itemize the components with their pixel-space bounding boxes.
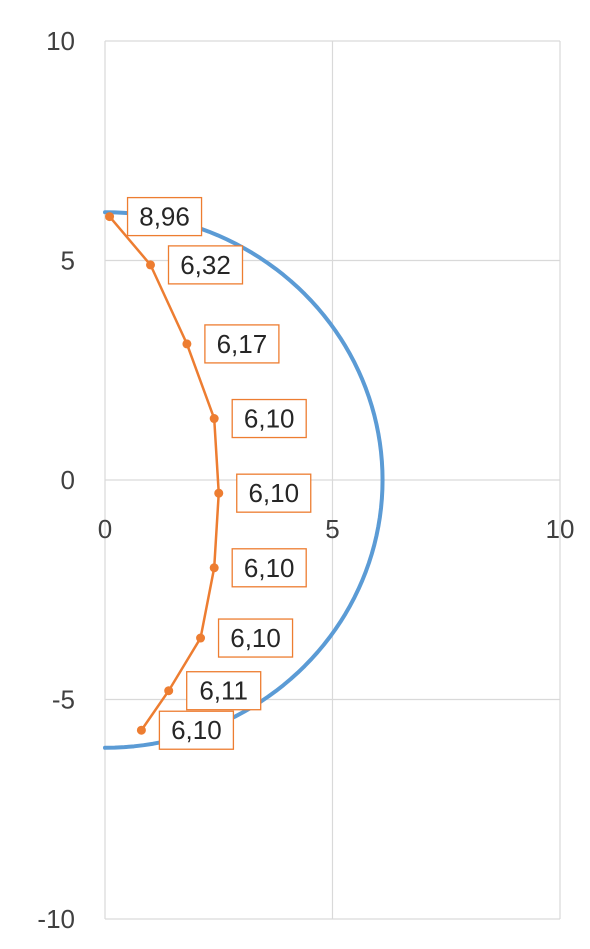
- y-tick-label: 10: [46, 26, 75, 56]
- data-point: [214, 488, 224, 498]
- data-label-text: 8,96: [139, 202, 190, 232]
- data-label: 6,10: [236, 473, 312, 513]
- data-label-box: [186, 671, 262, 711]
- data-point: [209, 563, 219, 573]
- x-tick-label: 0: [98, 514, 112, 544]
- data-label: 6,17: [204, 324, 280, 364]
- data-point: [196, 633, 206, 643]
- y-tick-label: 0: [61, 465, 75, 495]
- data-point: [164, 686, 174, 696]
- gridlines: [104, 40, 561, 920]
- data-label-text: 6,17: [217, 329, 268, 359]
- data-label-box: [236, 473, 312, 513]
- data-label: 6,10: [231, 548, 307, 588]
- data-label-text: 6,10: [248, 478, 299, 508]
- data-label-box: [231, 398, 307, 439]
- x-tick-label: 10: [546, 514, 575, 544]
- data-label-box: [204, 324, 280, 364]
- data-labels: 8,96 6,32 6,17 6,10 6,10 6,10 6,10 6,11 6,10: [126, 196, 312, 750]
- data-point: [136, 725, 146, 735]
- series: [103, 210, 385, 750]
- data-label-text: 6,10: [230, 623, 281, 653]
- data-label-box: [158, 710, 235, 750]
- data-label: 6,11: [186, 671, 262, 711]
- data-label-text: 6,10: [171, 715, 222, 745]
- series-circle-line: [103, 210, 385, 750]
- y-tick-label: 5: [61, 246, 75, 276]
- data-label: 6,10: [158, 710, 235, 750]
- data-point: [182, 339, 192, 349]
- data-label-box: [217, 618, 294, 658]
- y-tick-label: -5: [52, 685, 75, 715]
- data-label-text: 6,10: [244, 404, 295, 434]
- axis-tick-labels: 10 5 0 -5 -10 0 5 10: [37, 26, 574, 934]
- data-label: 6,10: [231, 398, 307, 439]
- data-label: 8,96: [126, 196, 203, 237]
- y-tick-label: -10: [37, 904, 75, 934]
- data-point: [146, 260, 155, 270]
- data-point: [209, 414, 219, 424]
- data-label-box: [231, 548, 307, 588]
- data-label-box: [167, 245, 244, 285]
- data-point: [105, 212, 115, 222]
- data-label: 6,10: [217, 618, 294, 658]
- data-label-text: 6,32: [180, 250, 231, 280]
- data-label-text: 6,10: [244, 553, 295, 583]
- series-points-line: [108, 215, 221, 731]
- x-tick-label: 5: [325, 514, 339, 544]
- data-label-text: 6,11: [199, 676, 248, 706]
- data-label: 6,32: [167, 245, 244, 285]
- data-label-box: [126, 196, 203, 237]
